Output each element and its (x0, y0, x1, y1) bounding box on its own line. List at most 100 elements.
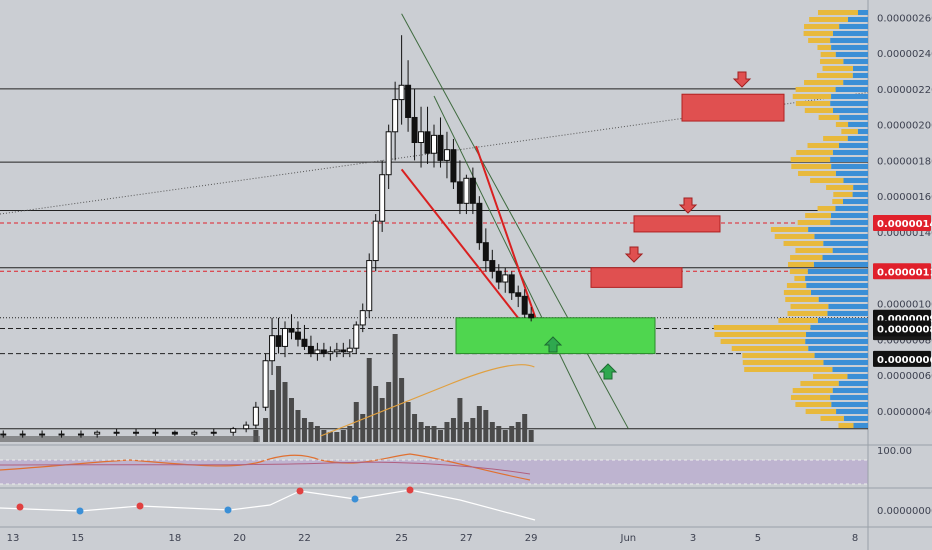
volume-profile-yellow-9 (816, 73, 853, 78)
volume-profile-yellow-25 (826, 185, 854, 190)
volume-profile-blue-0 (858, 10, 868, 15)
candle-body-56 (528, 313, 535, 319)
x-tick-label-7: 29 (525, 533, 538, 544)
rsi-axis-label: 100.00 (877, 446, 912, 457)
rsi-ma-line (0, 461, 531, 475)
volume-profile-yellow-34 (795, 248, 833, 253)
volume-profile-yellow-13 (795, 101, 831, 106)
volume-bar-19 (379, 398, 385, 442)
volume-profile-blue-7 (843, 59, 868, 64)
y-tick-label-8: 0.00000100 (877, 299, 932, 310)
volume-profile-yellow-53 (800, 381, 839, 386)
y-tick-label-4: 0.00000180 (877, 156, 932, 167)
volume-bar-9 (314, 426, 320, 442)
volume-profile-blue-44 (817, 318, 868, 323)
volume-profile-blue-35 (822, 255, 868, 260)
volume-bar-8 (308, 422, 314, 442)
volume-profile-blue-19 (838, 143, 868, 148)
candle-body-23 (314, 349, 321, 355)
down-arrow-top (732, 71, 752, 88)
candle-body-20 (294, 331, 301, 340)
oscillator-line (0, 489, 536, 521)
candle-body-30 (359, 310, 366, 326)
x-tick-label-3: 20 (233, 533, 246, 544)
candle-body-5 (94, 431, 101, 435)
candle-body-32 (372, 220, 379, 262)
volume-profile-blue-13 (830, 101, 868, 106)
volume-bar-16 (360, 414, 366, 442)
volume-bar-28 (437, 430, 443, 442)
volume-profile-yellow-27 (832, 199, 844, 204)
candle-body-14 (252, 406, 259, 426)
candle-body-45 (456, 181, 463, 204)
candle-body-36 (398, 84, 405, 101)
volume-profile-blue-2 (839, 24, 868, 29)
rsi-band (0, 460, 868, 484)
volume-profile-yellow-24 (810, 178, 844, 183)
volume-profile-blue-17 (857, 129, 868, 134)
y-tick-label-5: 0.00000160 (877, 192, 932, 203)
volume-bar-39 (509, 426, 515, 442)
candle-body-54 (515, 292, 522, 297)
candle-body-27 (340, 349, 347, 353)
volume-profile-blue-53 (838, 381, 868, 386)
volume-profile-blue-58 (843, 416, 868, 421)
oscillator-dot-2 (136, 502, 144, 510)
volume-profile-yellow-26 (833, 192, 853, 197)
volume-profile-blue-47 (805, 339, 868, 344)
resistance-zone-top (681, 93, 785, 122)
candle-body-10 (191, 431, 198, 435)
volume-profile-yellow-33 (783, 241, 824, 246)
volume-profile-yellow-45 (713, 325, 811, 330)
candle-body-40 (424, 131, 431, 154)
volume-profile-yellow-42 (790, 304, 829, 309)
x-tick-label-9: 3 (690, 533, 696, 544)
volume-profile-blue-33 (823, 241, 868, 246)
volume-profile-yellow-20 (796, 150, 833, 155)
volume-profile-yellow-41 (785, 297, 819, 302)
volume-profile-blue-11 (835, 87, 868, 92)
volume-profile-yellow-56 (795, 402, 832, 407)
volume-profile-blue-24 (843, 178, 868, 183)
x-tick-label-11: 8 (852, 533, 858, 544)
volume-bar-31 (457, 398, 463, 442)
volume-profile-yellow-57 (805, 409, 837, 414)
volume-profile-yellow-32 (774, 234, 815, 239)
volume-profile-yellow-4 (808, 38, 831, 43)
volume-profile-blue-41 (818, 297, 868, 302)
volume-profile-blue-3 (832, 31, 868, 36)
candle-body-19 (288, 328, 295, 333)
volume-bar-27 (431, 426, 437, 442)
volume-profile-yellow-11 (795, 87, 836, 92)
volume-profile-blue-39 (806, 283, 868, 288)
resistance-zone-mid (633, 215, 721, 233)
x-tick-label-1: 15 (71, 533, 84, 544)
wedge-line-upper (475, 145, 546, 344)
volume-profile-yellow-50 (742, 360, 824, 365)
volume-profile-yellow-43 (787, 311, 828, 316)
volume-profile-blue-14 (833, 108, 868, 113)
volume-profile-blue-23 (835, 171, 868, 176)
candle-body-37 (405, 84, 412, 118)
volume-profile-blue-26 (852, 192, 868, 197)
volume-profile-blue-42 (828, 304, 868, 309)
y-tick-label-3: 0.00000200 (877, 121, 932, 132)
volume-bar-21 (392, 334, 398, 442)
volume-profile-blue-54 (832, 388, 868, 393)
volume-profile-blue-16 (848, 122, 868, 127)
candle-body-11 (210, 431, 217, 434)
volume-profile-blue-34 (832, 248, 868, 253)
candle-body-52 (502, 274, 509, 283)
volume-profile-blue-43 (827, 311, 868, 316)
volume-profile-yellow-59 (838, 423, 854, 428)
price-badge-0 (873, 215, 931, 231)
x-tick-label-6: 27 (460, 533, 473, 544)
volume-bar-40 (515, 422, 521, 442)
volume-bar-4 (282, 382, 288, 442)
candle-body-15 (262, 360, 269, 408)
volume-profile-blue-22 (831, 164, 868, 169)
volume-profile-yellow-52 (813, 374, 848, 379)
price-badge-4 (873, 320, 931, 337)
